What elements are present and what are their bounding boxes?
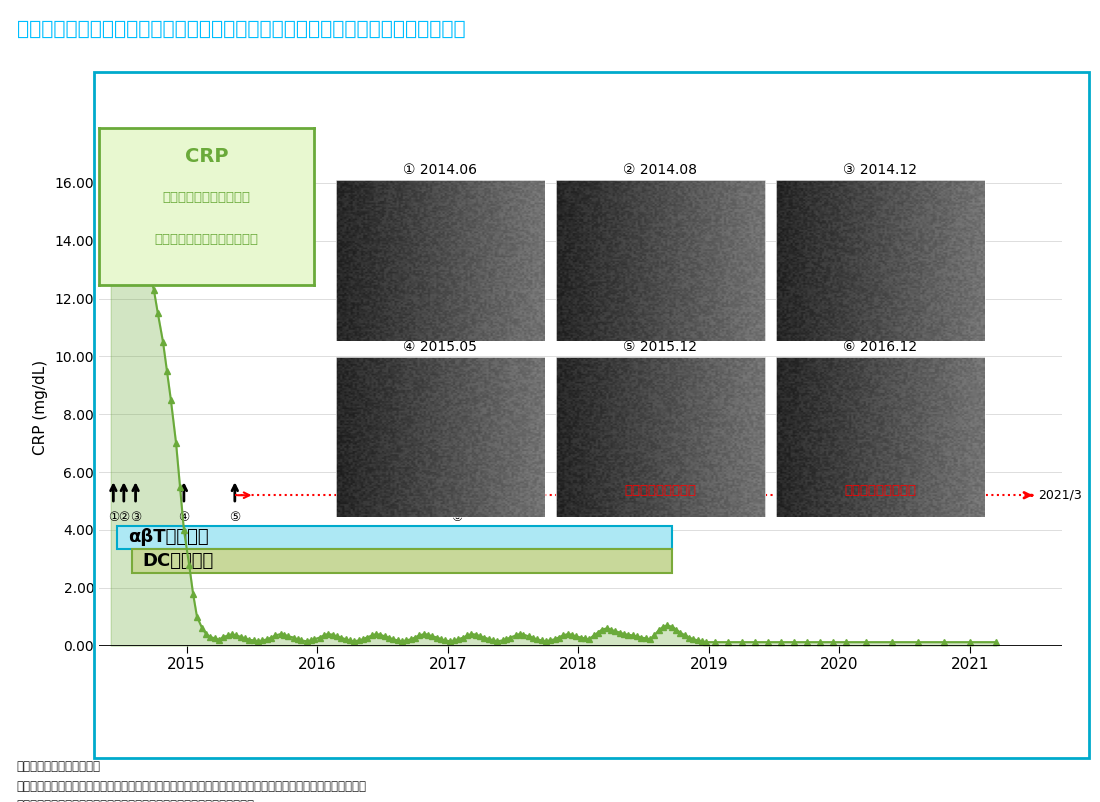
Text: CRP: CRP	[185, 147, 228, 166]
Text: 検出されるタンパク質の数値: 検出されるタンパク質の数値	[154, 233, 258, 246]
Text: ④: ④	[178, 511, 189, 525]
Text: ①: ①	[108, 511, 119, 525]
Text: ⑤ 2015.12: ⑤ 2015.12	[623, 340, 697, 354]
Text: 免疫細胞治療単独で治療継続。再発部分が縮小後消失、疼痛・下肢浮腫も症状緩和: 免疫細胞治療単独で治療継続。再発部分が縮小後消失、疼痛・下肢浮腫も症状緩和	[16, 20, 465, 39]
Text: 腫瘤が見えなくなる: 腫瘤が見えなくなる	[844, 484, 916, 497]
Text: ③ 2014.12: ③ 2014.12	[843, 164, 917, 177]
Text: αβT細胞療法: αβT細胞療法	[128, 529, 208, 546]
Text: DCワクチン: DCワクチン	[142, 552, 213, 570]
Text: ② 2014.08: ② 2014.08	[623, 164, 697, 177]
Text: 「腫瘤がない状態」を維持: 「腫瘤がない状態」を維持	[635, 478, 730, 491]
Text: 腫瘤が見えなくなる: 腫瘤が見えなくなる	[624, 484, 696, 497]
Y-axis label: CRP (mg/dL): CRP (mg/dL)	[33, 359, 47, 455]
Text: ②: ②	[118, 511, 130, 525]
Text: ⑤: ⑤	[229, 511, 241, 525]
Text: ⑥: ⑥	[451, 511, 462, 525]
Text: 炎症を起こしている際に: 炎症を起こしている際に	[163, 191, 251, 204]
Text: それ以外は重筌な副作用は見られず、身体への負担がほとんどありません。: それ以外は重筌な副作用は見られず、身体への負担がほとんどありません。	[16, 799, 254, 802]
Text: 免疑細胞治療は患者さん自身の免疑細胞を治療に用いるので、軽い発熱、発疹等が見られる場合がありますが、: 免疑細胞治療は患者さん自身の免疑細胞を治療に用いるので、軽い発熱、発疹等が見られ…	[16, 780, 366, 792]
Text: ④ 2015.05: ④ 2015.05	[403, 340, 477, 354]
Text: ・リスク・副作用について: ・リスク・副作用について	[16, 760, 100, 773]
Bar	[132, 549, 672, 573]
Text: ① 2014.06: ① 2014.06	[403, 164, 477, 177]
Text: ③: ③	[130, 511, 141, 525]
Bar	[118, 525, 672, 549]
Text: ⑥ 2016.12: ⑥ 2016.12	[843, 340, 917, 354]
Text: 2021/3: 2021/3	[1038, 488, 1081, 502]
